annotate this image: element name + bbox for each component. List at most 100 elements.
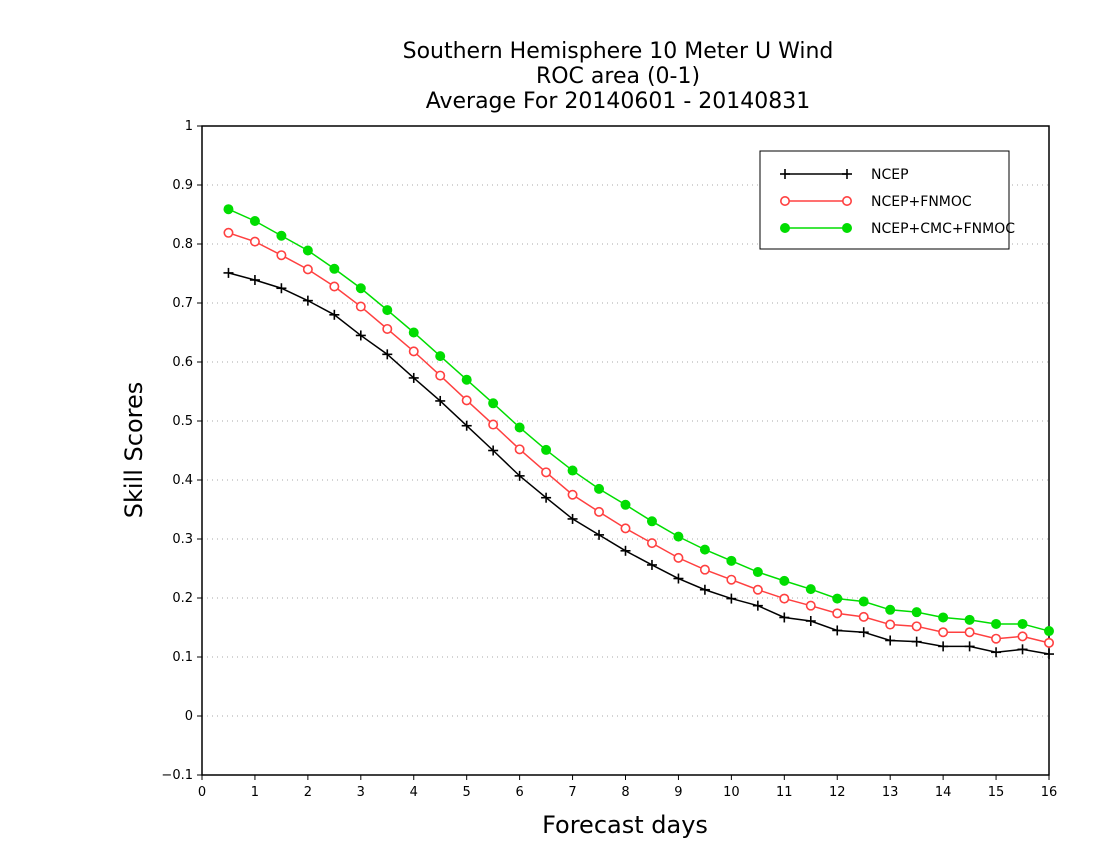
- data-point: [567, 465, 578, 476]
- x-tick-label: 12: [829, 785, 846, 800]
- x-tick-label: 15: [988, 785, 1005, 800]
- legend-item: NCEP: [780, 167, 909, 183]
- y-axis-ticks: −0.1 0 0.1 0.2 0.3 0.4 0.5 0.6 0.7 0.8 0.9 1: [161, 119, 202, 783]
- y-tick-label: 0.7: [172, 296, 193, 311]
- x-tick-label: 14: [935, 785, 952, 800]
- data-point: [832, 593, 843, 604]
- x-axis-ticks: 0 1 2 3 4 5 6 7 8 9 10 11 12 13 14 15 16: [198, 775, 1057, 800]
- data-point: [858, 596, 869, 607]
- data-point: [964, 614, 975, 625]
- data-point: [276, 283, 287, 294]
- series-line: [228, 232, 1050, 644]
- data-point: [620, 499, 631, 510]
- data-point: [594, 506, 605, 517]
- legend-marker-end: [842, 223, 852, 233]
- data-point: [461, 374, 472, 385]
- legend-label: NCEP+CMC+FNMOC: [871, 221, 1015, 237]
- data-point: [938, 641, 949, 652]
- data-point: [541, 444, 552, 455]
- data-point: [514, 422, 525, 433]
- data-point: [541, 467, 552, 478]
- data-point: [911, 636, 922, 647]
- data-point: [779, 575, 790, 586]
- x-tick-label: 9: [674, 785, 682, 800]
- legend-label: NCEP: [871, 167, 909, 183]
- data-point: [567, 489, 578, 500]
- title-line-3: Average For 20140601 - 20140831: [426, 89, 811, 114]
- data-point: [514, 470, 525, 481]
- data-point: [408, 372, 419, 383]
- x-tick-label: 3: [357, 785, 365, 800]
- series-ncep: [223, 267, 1054, 660]
- data-point: [673, 573, 684, 584]
- x-tick-label: 11: [776, 785, 793, 800]
- y-tick-label: 0.8: [172, 237, 193, 252]
- y-tick-label: 0.6: [172, 355, 193, 370]
- data-point: [1044, 626, 1054, 637]
- data-point: [779, 612, 790, 623]
- data-point: [726, 574, 737, 585]
- chart-title: Southern Hemisphere 10 Meter U Wind ROC …: [403, 39, 834, 114]
- data-point: [673, 531, 684, 542]
- y-tick-label: 0.2: [172, 591, 193, 606]
- y-tick-label: 0: [185, 709, 193, 724]
- data-point: [461, 395, 472, 406]
- data-point: [329, 309, 340, 320]
- data-point: [488, 398, 499, 409]
- title-line-1: Southern Hemisphere 10 Meter U Wind: [403, 39, 834, 64]
- data-point: [964, 641, 975, 652]
- data-point: [991, 647, 1002, 658]
- y-tick-label: 0.1: [172, 650, 193, 665]
- data-point: [752, 600, 763, 611]
- data-point: [1017, 644, 1028, 655]
- data-point: [699, 564, 710, 575]
- x-tick-label: 13: [882, 785, 899, 800]
- data-point: [964, 627, 975, 638]
- data-point: [858, 611, 869, 622]
- y-tick-label: 1: [185, 119, 193, 134]
- legend-item: NCEP+CMC+FNMOC: [780, 221, 1015, 237]
- data-point: [1044, 637, 1055, 648]
- data-point: [673, 552, 684, 563]
- data-point: [832, 608, 843, 619]
- x-tick-label: 8: [621, 785, 629, 800]
- data-point: [249, 274, 260, 285]
- legend: NCEP NCEP+FNMOC NCEP+CMC+FNMOC: [759, 150, 1015, 250]
- legend-marker-end: [842, 169, 852, 179]
- data-point: [646, 516, 657, 527]
- series-ncep-fnmoc: [223, 227, 1055, 648]
- data-point: [938, 612, 949, 623]
- data-point: [382, 323, 393, 334]
- data-point: [382, 349, 393, 360]
- data-point: [223, 267, 234, 278]
- data-point: [1017, 631, 1028, 642]
- series-line: [228, 272, 1050, 655]
- y-tick-label: 0.4: [172, 473, 193, 488]
- data-point: [620, 545, 631, 556]
- data-point: [408, 346, 419, 357]
- x-tick-label: 16: [1041, 785, 1058, 800]
- data-point: [779, 593, 790, 604]
- data-point: [885, 619, 896, 630]
- data-point: [276, 230, 287, 241]
- data-point: [567, 513, 578, 524]
- data-point: [302, 264, 313, 275]
- y-tick-label: 0.3: [172, 532, 193, 547]
- y-axis-label: Skill Scores: [120, 382, 148, 519]
- data-point: [541, 492, 552, 503]
- x-tick-label: 2: [304, 785, 312, 800]
- data-point: [461, 420, 472, 431]
- data-point: [752, 567, 763, 578]
- y-tick-label: 0.9: [172, 178, 193, 193]
- series-layer: [223, 204, 1055, 660]
- legend-box: [759, 150, 1010, 250]
- data-point: [646, 538, 657, 549]
- x-tick-label: 0: [198, 785, 206, 800]
- y-tick-label: −0.1: [161, 768, 193, 783]
- series-line: [228, 208, 1050, 632]
- title-line-2: ROC area (0-1): [536, 64, 700, 89]
- data-point: [832, 625, 843, 636]
- legend-marker-start: [779, 196, 790, 207]
- data-point: [488, 419, 499, 430]
